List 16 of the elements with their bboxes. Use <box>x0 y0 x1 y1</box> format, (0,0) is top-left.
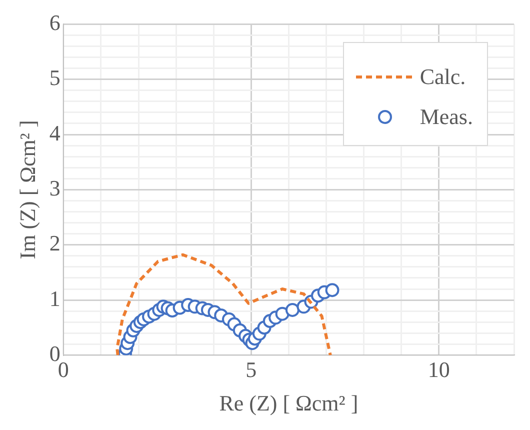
y-axis-title: Im (Z) [ Ωcm² ] <box>14 120 40 260</box>
y-tick-label: 4 <box>49 120 60 146</box>
y-tick-label: 2 <box>49 230 60 256</box>
y-tick-label: 5 <box>49 65 60 90</box>
x-axis-title: Re (Z) [ Ωcm² ] <box>219 390 358 416</box>
x-tick-label: 10 <box>428 357 450 382</box>
legend-label: Calc. <box>420 64 466 90</box>
point <box>325 283 340 298</box>
y-tick-label: 3 <box>49 175 60 200</box>
point <box>285 302 300 317</box>
y-tick-label: 1 <box>49 286 60 311</box>
line-series <box>116 253 332 356</box>
y-tick-label: 0 <box>49 340 60 366</box>
y-tick-label: 6 <box>49 10 60 35</box>
legend-label: Meas. <box>420 104 473 130</box>
x-tick-label: 5 <box>246 357 257 382</box>
